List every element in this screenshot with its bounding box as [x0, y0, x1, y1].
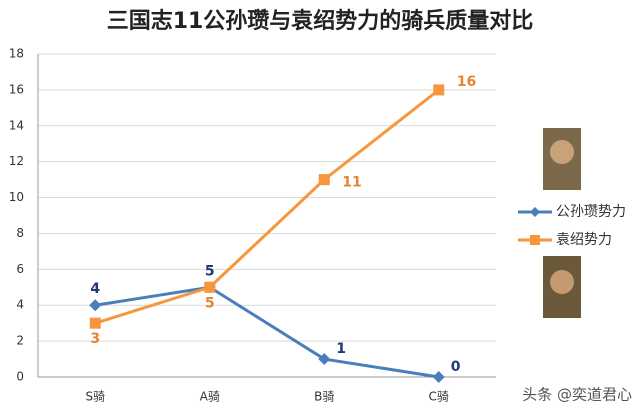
data-label: 5 [205, 295, 215, 311]
x-tick-label: A骑 [200, 390, 220, 404]
x-tick-label: C骑 [429, 390, 449, 404]
data-label: 3 [90, 331, 100, 347]
y-tick-label: 14 [9, 118, 24, 132]
legend-marker [530, 207, 540, 217]
data-label: 4 [90, 281, 100, 297]
data-label: 5 [205, 263, 215, 279]
x-tick-label: S骑 [85, 390, 105, 404]
y-tick-label: 8 [16, 226, 24, 240]
point-marker [433, 84, 445, 96]
y-tick-label: 2 [16, 334, 24, 348]
y-tick-label: 10 [9, 190, 24, 204]
point-marker [89, 317, 101, 329]
point-marker [204, 281, 216, 293]
point-marker [432, 371, 445, 383]
y-tick-label: 18 [9, 47, 24, 61]
legend-label: 公孙瓒势力 [556, 204, 626, 220]
series-line [95, 285, 439, 379]
data-label: 11 [342, 175, 361, 191]
y-tick-label: 0 [16, 370, 24, 384]
point-marker [318, 174, 330, 186]
chart-title: 三国志11公孙瓒与袁绍势力的骑兵质量对比 [107, 8, 534, 34]
point-marker [89, 299, 102, 312]
legend-marker [530, 235, 540, 245]
portrait-face [550, 270, 574, 294]
x-tick-label: B骑 [314, 390, 334, 404]
portrait-face [550, 140, 574, 164]
point-marker [318, 353, 331, 366]
data-label: 16 [457, 74, 476, 90]
y-tick-label: 4 [16, 298, 24, 312]
y-tick-label: 12 [9, 154, 24, 168]
legend-label: 袁绍势力 [556, 232, 612, 248]
series-line [94, 88, 440, 325]
data-label: 0 [451, 359, 461, 375]
data-label: 1 [336, 341, 346, 357]
y-tick-label: 16 [9, 82, 24, 96]
y-tick-label: 6 [16, 262, 24, 276]
watermark: 头条 @奕道君心 [522, 386, 632, 404]
